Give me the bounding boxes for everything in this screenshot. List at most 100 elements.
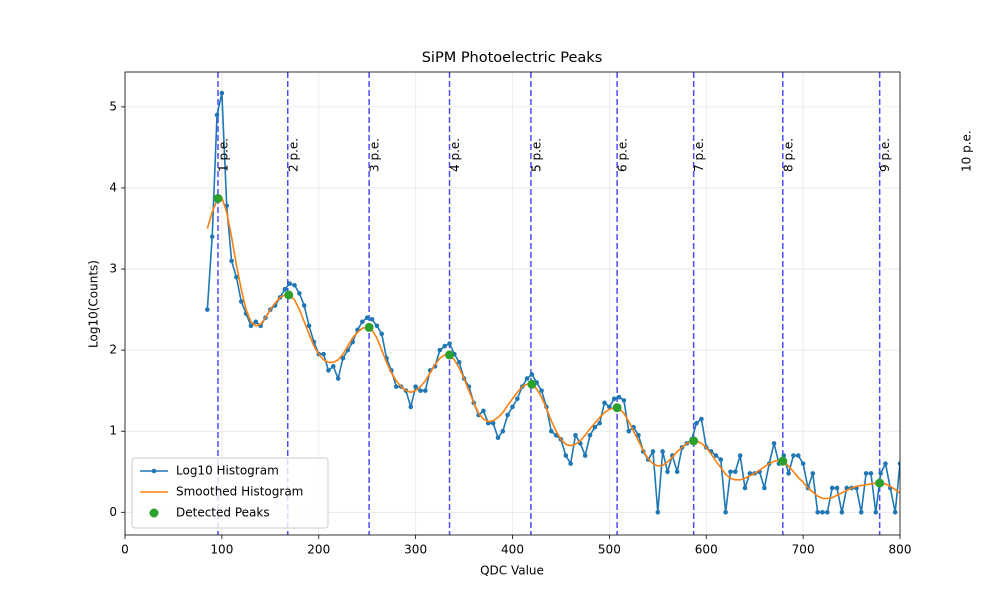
- pe-label: 6 p.e.: [616, 138, 630, 172]
- series-marker: [456, 359, 462, 365]
- y-tick-label: 2: [109, 343, 117, 357]
- pe-label: 2 p.e.: [286, 138, 300, 172]
- series-marker: [737, 453, 743, 458]
- series-marker: [694, 420, 699, 426]
- peak-marker: [527, 379, 537, 389]
- series-marker: [379, 331, 385, 337]
- series-marker: [234, 274, 239, 280]
- series-marker: [626, 428, 632, 434]
- series-marker: [568, 461, 573, 466]
- series-marker: [306, 323, 312, 329]
- pe-label: 5 p.e.: [529, 138, 543, 172]
- series-marker: [374, 323, 380, 329]
- series-marker: [733, 469, 738, 475]
- peak-marker: [612, 403, 622, 413]
- series-marker: [219, 90, 225, 96]
- series-marker: [481, 408, 486, 414]
- x-tick-label: 700: [792, 543, 815, 557]
- pe-label: 1 p.e.: [217, 138, 231, 172]
- series-marker: [330, 364, 336, 369]
- series-marker: [762, 485, 767, 491]
- series-marker: [292, 282, 297, 288]
- series-marker: [413, 384, 418, 389]
- peak-marker: [778, 456, 788, 466]
- x-tick-label: 100: [210, 543, 233, 557]
- series-marker: [800, 461, 806, 466]
- series-marker: [607, 404, 612, 410]
- series-marker: [834, 485, 840, 491]
- series-marker: [229, 258, 234, 264]
- series-marker: [723, 509, 728, 515]
- series-marker: [810, 471, 816, 476]
- series-marker: [505, 412, 510, 418]
- pe-label: 4 p.e.: [448, 138, 462, 172]
- y-tick-label: 0: [109, 505, 117, 519]
- peak-marker: [284, 290, 294, 300]
- x-tick-label: 300: [404, 543, 427, 557]
- x-tick-label: 200: [307, 543, 330, 557]
- series-marker: [582, 453, 588, 458]
- x-tick-label: 0: [121, 543, 129, 557]
- y-tick-label: 1: [109, 424, 117, 438]
- peak-marker: [445, 350, 455, 360]
- plot-area: [205, 72, 900, 535]
- series-marker: [636, 432, 641, 438]
- series-marker: [500, 428, 506, 434]
- series-marker: [868, 471, 874, 476]
- legend-box: [131, 457, 329, 529]
- series-marker: [282, 287, 288, 292]
- series-marker: [418, 388, 423, 393]
- series-marker: [563, 453, 569, 458]
- series-marker: [883, 461, 888, 466]
- series-marker: [548, 428, 554, 434]
- series-marker: [301, 303, 307, 308]
- series-marker: [437, 347, 443, 353]
- series-marker: [408, 404, 414, 410]
- series-marker: [742, 485, 748, 491]
- series-marker: [858, 509, 864, 515]
- series-marker: [209, 234, 215, 239]
- y-tick-label: 3: [109, 262, 117, 276]
- series-marker: [587, 432, 593, 438]
- series-marker: [665, 469, 670, 475]
- series-marker: [442, 343, 447, 349]
- pe-label: 10 p.e.: [960, 130, 974, 172]
- peak-marker: [364, 322, 374, 332]
- series-marker: [524, 376, 530, 381]
- peak-marker: [689, 436, 699, 446]
- x-tick-label: 400: [501, 543, 524, 557]
- series-marker: [718, 457, 724, 462]
- x-tick-label: 500: [598, 543, 621, 557]
- series-marker: [611, 396, 617, 402]
- series-marker: [621, 398, 627, 403]
- y-tick-label: 4: [109, 180, 117, 194]
- series-marker: [360, 319, 365, 325]
- series-marker: [699, 416, 704, 422]
- pe-label: 7 p.e.: [692, 138, 706, 172]
- series-marker: [205, 307, 210, 312]
- series-marker: [214, 112, 220, 118]
- series-marker: [248, 323, 254, 329]
- series-marker: [423, 388, 428, 393]
- series-marker: [326, 368, 331, 373]
- y-tick-label: 5: [109, 99, 117, 113]
- series-marker: [529, 372, 535, 377]
- series-marker: [795, 453, 801, 458]
- series-marker: [364, 315, 370, 320]
- chart-title: SiPM Photoelectric Peaks: [422, 50, 603, 66]
- series-marker: [674, 469, 680, 475]
- legend-label: Detected Peaks: [176, 506, 270, 520]
- series-marker: [340, 355, 346, 361]
- axes-frame: [124, 71, 901, 536]
- series-marker: [515, 396, 520, 402]
- series-marker: [820, 509, 825, 515]
- series-marker: [297, 291, 302, 296]
- peak-marker: [213, 193, 223, 203]
- pe-label: 9 p.e.: [878, 138, 892, 172]
- series-marker: [791, 453, 796, 458]
- y-axis-label: Log10(Counts): [87, 260, 101, 348]
- series-marker: [573, 432, 578, 438]
- series-marker: [495, 435, 501, 440]
